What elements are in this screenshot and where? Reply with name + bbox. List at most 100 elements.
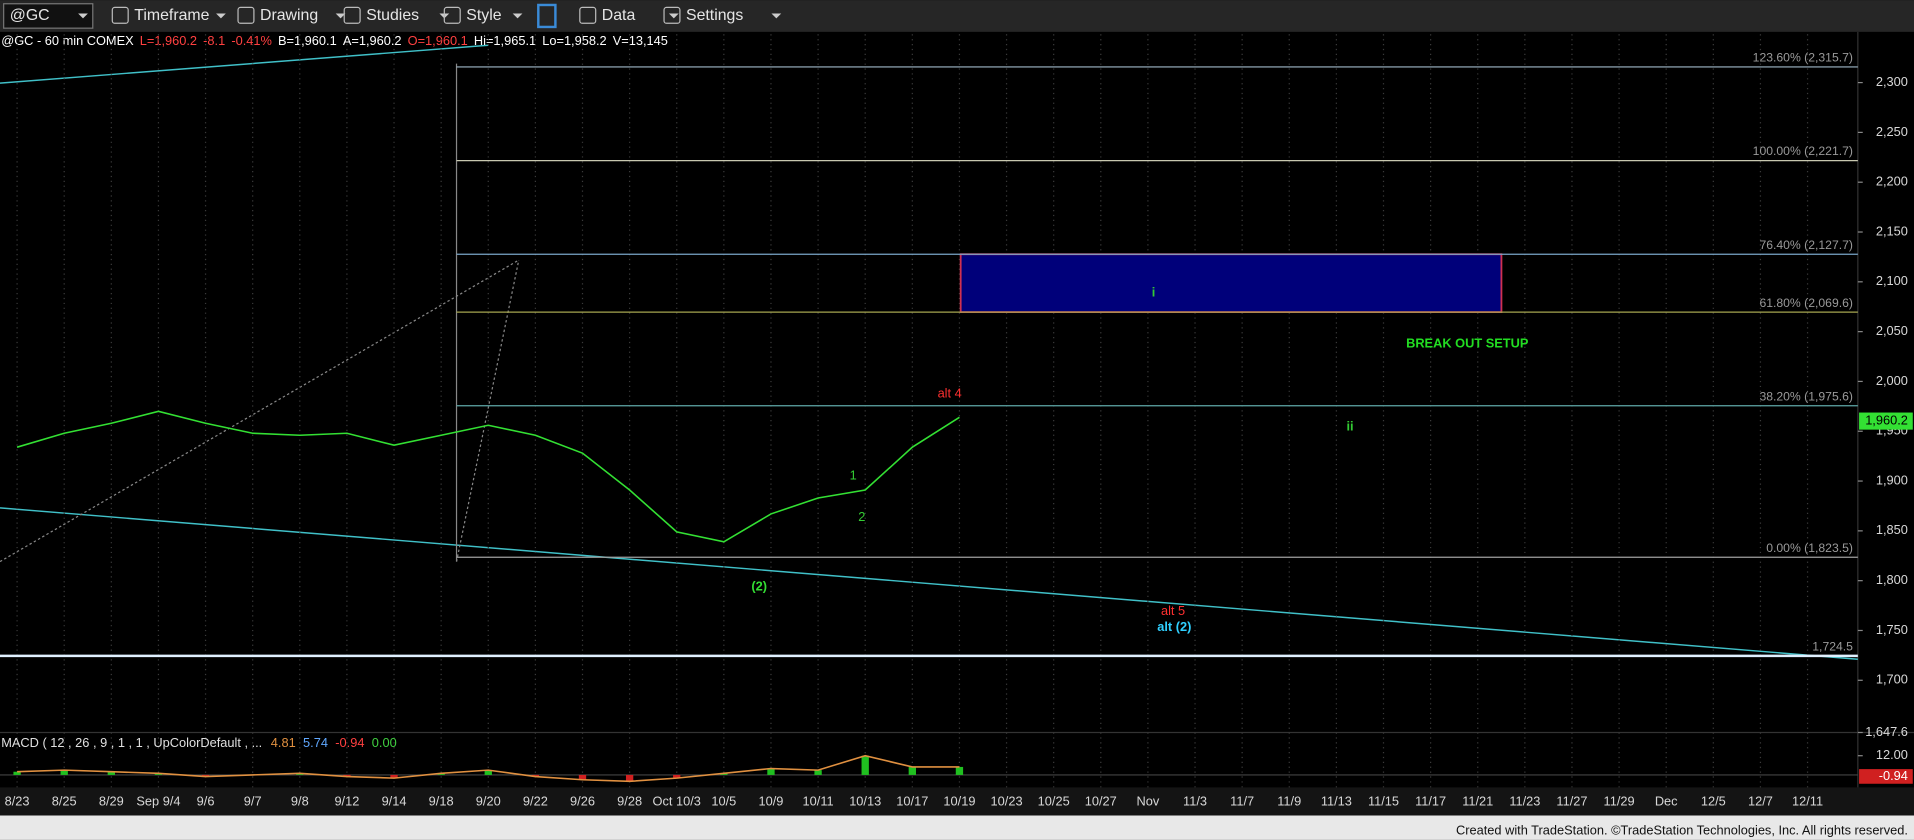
y-tick-label: 2,300 — [1876, 74, 1908, 89]
dropdown-icon — [668, 13, 679, 19]
x-tick-label: Sep 9/4 — [136, 793, 180, 808]
dropdown-icon — [78, 13, 88, 19]
dropdown-icon — [512, 13, 523, 19]
symbol-box[interactable] — [3, 3, 94, 29]
macd-bar — [814, 770, 822, 775]
annotation: BREAK OUT SETUP — [1406, 336, 1529, 351]
menu-item[interactable]: Timeframe — [134, 7, 209, 24]
info-text: @GC - 60 min COMEX — [1, 33, 134, 48]
menu-item[interactable]: Style — [466, 7, 501, 24]
x-tick-label: Nov — [1137, 793, 1160, 808]
fib-label: 38.20% (1,975.6) — [1759, 389, 1853, 403]
info-text: B=1,960.1 — [278, 33, 337, 48]
menu-item[interactable]: Drawing — [260, 7, 318, 24]
macd-bar — [767, 768, 775, 775]
y-tick-label: 1,750 — [1876, 622, 1908, 637]
footer-text: Created with TradeStation. ©TradeStation… — [1456, 823, 1908, 838]
target-box — [959, 253, 1503, 314]
y-tick-label: 1,647.6 — [1865, 724, 1908, 739]
annotation: alt (2) — [1157, 619, 1191, 634]
x-tick-label: 11/27 — [1556, 793, 1587, 808]
x-tick-label: 10/9 — [759, 793, 784, 808]
menu-item[interactable]: Studies — [366, 7, 419, 24]
macd-bar — [955, 766, 964, 775]
time-axis — [0, 787, 1914, 816]
x-tick-label: 11/7 — [1230, 793, 1254, 808]
macd-bar — [625, 774, 634, 782]
y-tick-label: 2,100 — [1876, 273, 1908, 288]
footer-bar — [0, 815, 1914, 840]
x-tick-label: 8/29 — [99, 793, 124, 808]
info-text: O=1,960.1 — [408, 33, 468, 48]
x-tick-label: 9/8 — [291, 793, 309, 808]
symbol[interactable]: @GC — [10, 7, 50, 24]
trend-line — [0, 44, 489, 84]
y-tick-label: 2,150 — [1876, 223, 1908, 238]
y-tick-label: 2,250 — [1876, 124, 1908, 139]
x-tick-label: 10/11 — [803, 793, 834, 808]
last-price-tag — [1859, 412, 1913, 430]
x-tick-label: 8/25 — [52, 793, 77, 808]
x-tick-label: 11/17 — [1415, 793, 1446, 808]
last-price-label: 1,960.2 — [1865, 412, 1908, 427]
annotation: alt 4 — [938, 386, 962, 401]
macd-bar — [908, 766, 916, 775]
fib-label: 123.60% (2,315.7) — [1753, 51, 1853, 65]
x-tick-label: 10/23 — [991, 793, 1023, 808]
info-text: Hi=1,965.1 — [474, 33, 536, 48]
menu-item[interactable]: Settings — [686, 7, 743, 24]
x-tick-label: 11/9 — [1277, 793, 1301, 808]
info-text: Lo=1,958.2 — [542, 33, 606, 48]
macd-bar — [861, 755, 869, 775]
macd-readout: 5.74 — [303, 735, 328, 750]
macd-bar — [296, 773, 304, 775]
series-line — [16, 410, 960, 543]
fib-label: 100.00% (2,221.7) — [1753, 144, 1853, 158]
annotation: 2 — [858, 509, 865, 524]
annotation: alt 5 — [1161, 603, 1185, 618]
series-line — [17, 754, 960, 783]
x-tick-label: 9/20 — [476, 793, 501, 808]
y-tick-label: 12.00 — [1876, 747, 1908, 762]
x-tick-label: 11/3 — [1183, 793, 1207, 808]
macd-bar — [107, 771, 115, 775]
x-tick-label: 12/11 — [1792, 793, 1823, 808]
macd-bar — [673, 774, 681, 779]
fib-label: 61.80% (2,069.6) — [1759, 296, 1853, 310]
annotation: ii — [1346, 419, 1353, 434]
y-tick-label: 1,800 — [1876, 572, 1908, 587]
macd-bar — [390, 774, 398, 779]
macd-title: MACD ( 12 , 26 , 9 , 1 , 1 , UpColorDefa… — [1, 735, 262, 750]
x-tick-label: 9/7 — [244, 793, 262, 808]
macd-bar — [201, 774, 210, 777]
x-tick-label: Oct 10/3 — [653, 793, 701, 808]
annotation: i — [1152, 284, 1156, 299]
x-tick-label: 10/17 — [896, 793, 928, 808]
macd-last-label: -0.94 — [1879, 768, 1908, 783]
info-text: -0.41% — [231, 33, 272, 48]
y-tick-label: 1,900 — [1876, 472, 1908, 487]
menu-icon — [111, 6, 129, 24]
macd-readout: 4.81 — [271, 735, 296, 750]
x-tick-label: 12/5 — [1701, 793, 1726, 808]
macd-bar — [720, 773, 728, 775]
menu-item[interactable]: Data — [602, 7, 636, 24]
dropdown-icon — [335, 13, 346, 19]
macd-bar — [60, 770, 68, 775]
trend-line — [0, 507, 1858, 660]
macd-readout: -0.94 — [335, 735, 364, 750]
x-tick-label: 8/23 — [5, 793, 30, 808]
layout-icon — [537, 3, 557, 29]
macd-readout: 0.00 — [372, 735, 397, 750]
x-tick-label: 9/14 — [382, 793, 407, 808]
menu-icon — [237, 6, 255, 24]
x-tick-label: 9/26 — [570, 793, 595, 808]
dotted-trend — [0, 259, 520, 563]
annotation: 1 — [850, 468, 857, 483]
dropdown-icon — [216, 13, 226, 19]
macd-last-tag — [1859, 769, 1913, 784]
y-tick-label: 2,050 — [1876, 323, 1908, 338]
toolbar — [0, 0, 1914, 32]
